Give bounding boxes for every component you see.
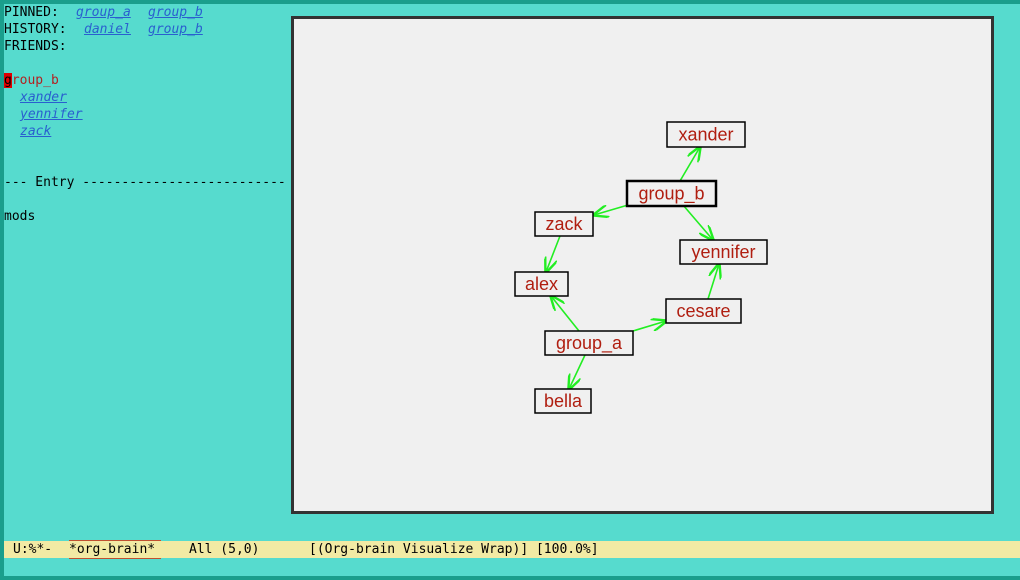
mode-status: U:%*- xyxy=(13,542,53,557)
child-link[interactable]: xander xyxy=(20,90,67,105)
node-label[interactable]: group_b xyxy=(638,184,704,205)
pinned-link[interactable]: group_a xyxy=(76,5,131,20)
node-box[interactable] xyxy=(544,330,634,356)
history-link[interactable]: group_b xyxy=(148,22,203,37)
child-link[interactable]: yennifer xyxy=(20,107,83,122)
node-box[interactable] xyxy=(514,271,569,297)
node-label[interactable]: yennifer xyxy=(691,242,755,262)
pinned-link[interactable]: group_b xyxy=(148,5,203,20)
node-label[interactable]: group_a xyxy=(556,333,623,354)
entry-title: group_b xyxy=(4,73,59,88)
node-box[interactable] xyxy=(534,211,594,237)
edges xyxy=(546,147,719,389)
pinned-label: PINNED: xyxy=(4,5,59,20)
history-label: HISTORY: xyxy=(4,22,67,37)
entry-text: mods xyxy=(4,209,36,224)
node-label[interactable]: bella xyxy=(544,391,583,411)
node-box[interactable] xyxy=(679,239,768,265)
node-label[interactable]: alex xyxy=(525,274,558,294)
friends-label: FRIENDS: xyxy=(4,39,67,54)
node-label[interactable]: cesare xyxy=(676,301,730,321)
mode-modes: [(Org-brain Visualize Wrap)] [100.0%] xyxy=(309,542,599,557)
mode-buffer: *org-brain* xyxy=(69,540,162,559)
history-link[interactable]: daniel xyxy=(84,22,131,37)
node-box[interactable] xyxy=(665,298,742,324)
mode-line: U:%*- *org-brain* All (5,0) [(Org-brain … xyxy=(4,540,1020,559)
mode-position: All (5,0) xyxy=(189,542,260,557)
node-box[interactable] xyxy=(666,121,746,148)
node-label[interactable]: xander xyxy=(678,125,733,145)
separator: --- Entry -------------------------- xyxy=(4,175,286,190)
node-label[interactable]: zack xyxy=(545,214,583,234)
child-link[interactable]: zack xyxy=(20,124,52,139)
node-box[interactable] xyxy=(625,179,718,208)
graph-frame xyxy=(291,16,994,514)
node-box[interactable] xyxy=(534,388,592,414)
